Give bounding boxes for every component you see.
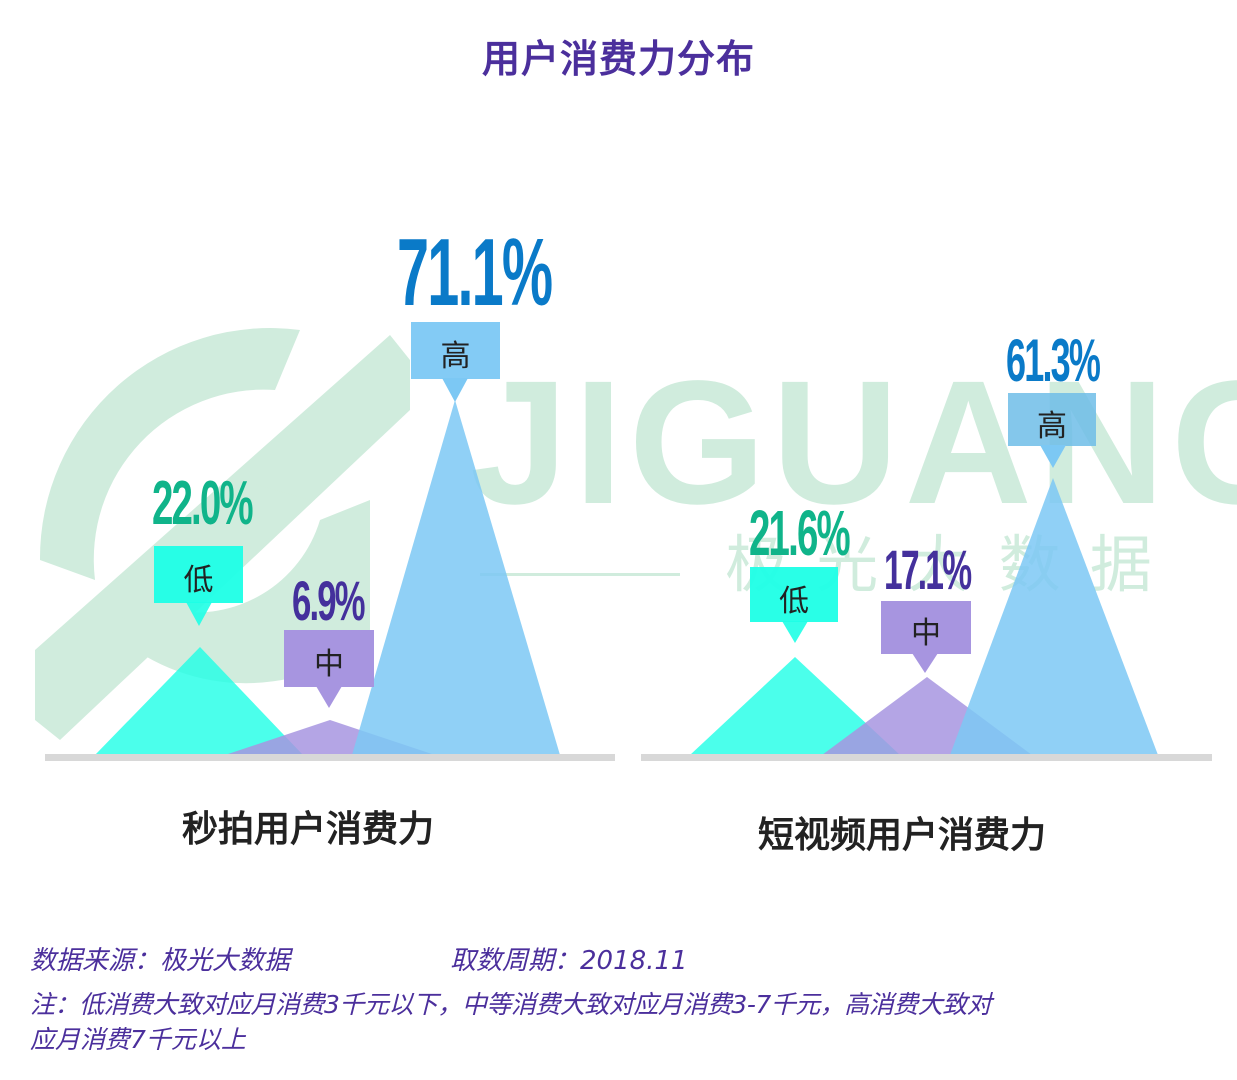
panel1-high-value: 71.1%: [397, 219, 553, 326]
panel1-high-peak: [352, 400, 560, 755]
panel2-low-peak: [690, 657, 900, 755]
watermark-brand: JIGUANG: [470, 345, 1237, 541]
footer-note-line1: 注：低消费大致对应月消费3千元以下，中等消费大致对应月消费3-7千元，高消费大致…: [30, 990, 992, 1019]
panel2-title: 短视频用户消费力: [758, 815, 1047, 856]
panel2-mid-value: 17.1%: [884, 538, 972, 601]
panel2-mid-tag: 中: [911, 616, 941, 651]
footer-period: 取数周期：2018.11: [450, 946, 688, 976]
panel2-high-value: 61.3%: [1006, 327, 1101, 394]
footer-note-line2: 应月消费7千元以上: [30, 1025, 246, 1054]
panel2-low-tag: 低: [779, 584, 809, 619]
panel1-low-peak: [95, 647, 303, 755]
panel1-mid-value: 6.9%: [292, 569, 366, 632]
panel2-high-peak: [950, 478, 1158, 755]
panel2-low-value: 21.6%: [749, 497, 851, 569]
chart-title: 用户消费力分布: [481, 37, 755, 81]
panel1-high-tag: 高: [440, 339, 471, 374]
panel1-shapes: [45, 322, 615, 761]
panel2-high-tag: 高: [1037, 409, 1067, 444]
panel1-low-value: 22.0%: [152, 469, 254, 538]
panel1-title: 秒拍用户消费力: [182, 809, 435, 850]
panel1-baseline: [45, 754, 615, 761]
panel2-baseline: [641, 754, 1212, 761]
panel2-shapes: [641, 393, 1212, 761]
panel1-low-tag: 低: [183, 563, 214, 598]
footer-source: 数据来源：极光大数据: [30, 946, 291, 976]
panel1-mid-tag: 中: [314, 647, 344, 682]
